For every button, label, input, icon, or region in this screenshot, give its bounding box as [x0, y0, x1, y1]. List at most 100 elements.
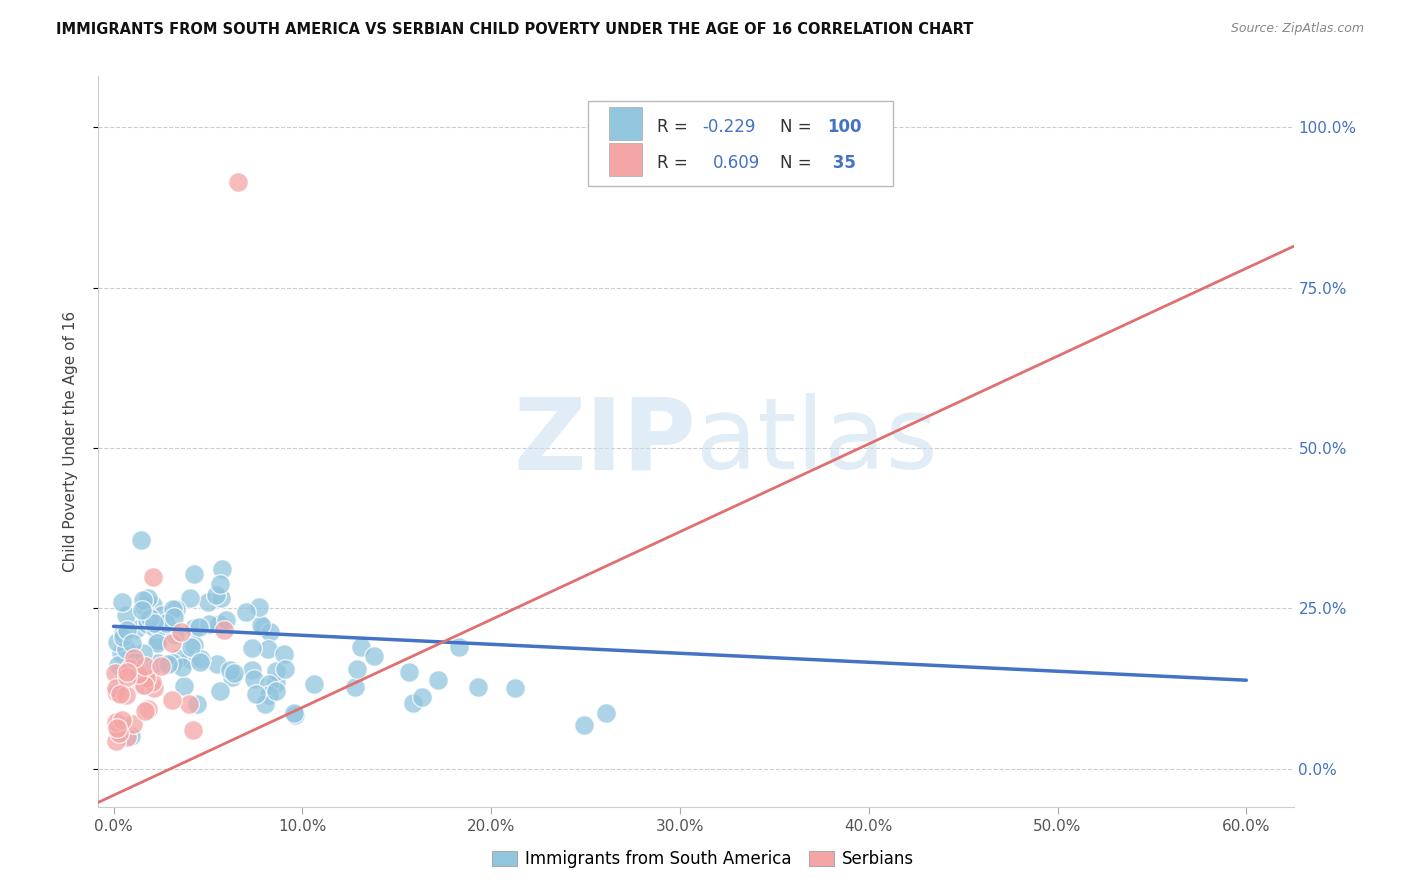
Point: [264, 683, 287, 698]
Point: [111, 713, 134, 727]
Point: [134, 659, 156, 673]
Point: [146, 632, 169, 647]
Point: [273, 647, 295, 661]
Point: [115, 688, 138, 702]
Point: [115, 608, 138, 623]
Point: [257, 677, 280, 691]
Point: [257, 688, 280, 702]
Legend: Immigrants from South America, Serbians: Immigrants from South America, Serbians: [485, 844, 921, 875]
Point: [105, 685, 128, 699]
Point: [112, 630, 135, 644]
Point: [132, 599, 155, 614]
Point: [105, 635, 128, 649]
Point: [110, 646, 132, 660]
Point: [141, 674, 163, 689]
Point: [257, 641, 280, 656]
Point: [208, 616, 231, 631]
Point: [274, 662, 297, 676]
Point: [188, 655, 211, 669]
Point: [284, 707, 307, 722]
Point: [242, 673, 264, 687]
Point: [142, 599, 165, 613]
Point: [136, 591, 159, 605]
Point: [574, 718, 596, 732]
Point: [115, 665, 138, 680]
Text: 35: 35: [827, 153, 856, 171]
Point: [252, 620, 274, 634]
Point: [163, 609, 186, 624]
Y-axis label: Child Poverty Under the Age of 16: Child Poverty Under the Age of 16: [63, 311, 77, 572]
Point: [179, 652, 201, 666]
Bar: [609, 143, 643, 176]
Point: [215, 613, 238, 627]
Point: [205, 588, 228, 602]
Text: -0.229: -0.229: [702, 118, 755, 136]
Point: [148, 620, 170, 634]
Point: [132, 646, 155, 660]
Point: [208, 577, 231, 591]
Point: [142, 681, 165, 696]
Point: [212, 624, 235, 638]
Point: [145, 633, 167, 648]
Point: [108, 726, 131, 740]
Point: [247, 599, 270, 614]
Point: [120, 729, 142, 743]
Point: [160, 636, 183, 650]
Point: [259, 625, 281, 640]
Point: [183, 622, 205, 636]
Text: ZIP: ZIP: [513, 393, 696, 490]
Point: [160, 693, 183, 707]
Point: [117, 623, 139, 637]
Point: [167, 651, 190, 665]
Point: [402, 696, 425, 710]
Point: [104, 715, 127, 730]
Point: [302, 677, 325, 691]
Point: [183, 567, 205, 582]
Point: [179, 591, 201, 605]
Point: [132, 678, 155, 692]
Point: [150, 659, 173, 673]
Point: [190, 652, 212, 666]
Point: [135, 672, 157, 686]
Text: N =: N =: [780, 153, 817, 171]
Text: IMMIGRANTS FROM SOUTH AMERICA VS SERBIAN CHILD POVERTY UNDER THE AGE OF 16 CORRE: IMMIGRANTS FROM SOUTH AMERICA VS SERBIAN…: [56, 22, 973, 37]
Point: [447, 640, 470, 655]
Text: R =: R =: [657, 118, 693, 136]
Point: [139, 611, 162, 625]
Point: [266, 675, 288, 690]
Point: [165, 602, 187, 616]
Point: [426, 673, 449, 687]
Point: [173, 679, 195, 693]
Point: [121, 635, 143, 649]
Point: [132, 592, 155, 607]
Point: [264, 665, 287, 679]
Point: [143, 616, 166, 631]
Point: [363, 649, 385, 664]
Point: [467, 680, 489, 694]
Point: [135, 617, 157, 632]
Point: [162, 601, 184, 615]
Point: [186, 697, 208, 711]
Point: [222, 665, 245, 680]
Point: [124, 655, 146, 669]
Point: [131, 678, 153, 692]
Point: [349, 640, 371, 655]
Point: [346, 661, 368, 675]
Point: [177, 697, 200, 711]
Point: [170, 625, 193, 640]
Point: [108, 687, 131, 701]
Point: [134, 662, 156, 676]
Point: [104, 733, 127, 747]
Point: [148, 624, 170, 639]
Point: [283, 706, 305, 720]
Point: [134, 704, 156, 718]
Point: [172, 660, 194, 674]
Point: [145, 635, 167, 649]
Point: [110, 717, 132, 731]
Point: [107, 658, 129, 673]
Point: [114, 642, 136, 657]
Point: [111, 595, 134, 609]
Text: 100: 100: [827, 118, 862, 136]
Point: [136, 613, 159, 627]
Point: [155, 615, 177, 630]
